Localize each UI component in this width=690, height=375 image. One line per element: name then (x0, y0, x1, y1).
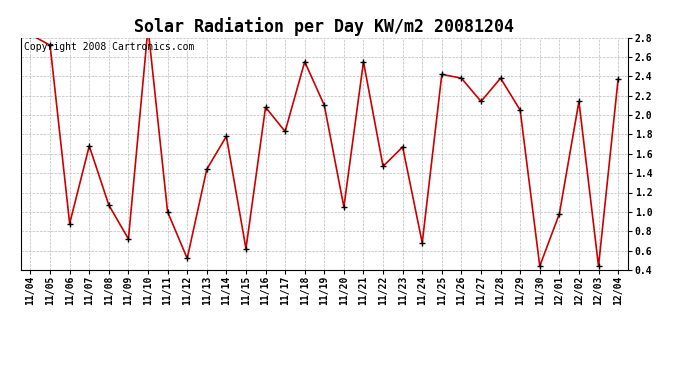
Text: Copyright 2008 Cartronics.com: Copyright 2008 Cartronics.com (23, 42, 194, 52)
Title: Solar Radiation per Day KW/m2 20081204: Solar Radiation per Day KW/m2 20081204 (135, 17, 514, 36)
